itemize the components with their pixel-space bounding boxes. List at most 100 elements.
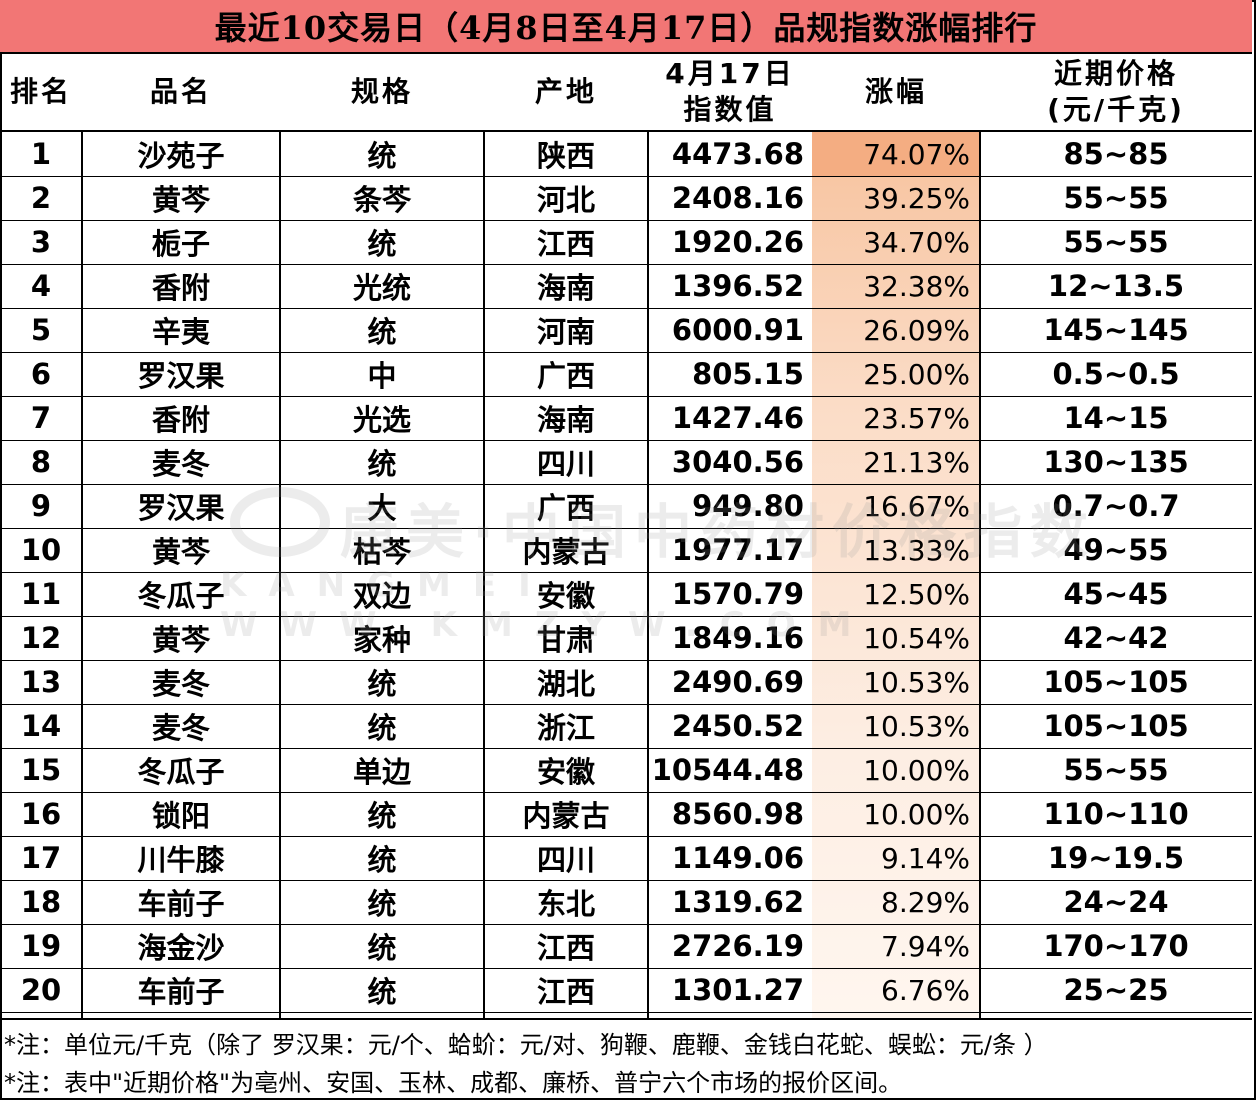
spec-cell: 大 bbox=[367, 491, 397, 525]
name-cell: 黄芩 bbox=[151, 535, 210, 569]
header-index-line1: 4月17日 bbox=[665, 57, 795, 90]
index-value-cell: 1301.27 bbox=[671, 973, 804, 1007]
table-row: 3 栀子 统 江西 1920.26 34.70% 55~55 bbox=[0, 220, 1252, 265]
price-range-cell: 42~42 bbox=[1063, 621, 1169, 655]
name-cell: 栀子 bbox=[151, 227, 210, 261]
rank-cell: 6 bbox=[30, 357, 52, 391]
name-cell: 罗汉果 bbox=[137, 491, 225, 525]
table-row: 10 黄芩 枯芩 内蒙古 1977.17 13.33% 49~55 bbox=[0, 528, 1252, 573]
spec-cell: 统 bbox=[367, 139, 397, 173]
price-range-cell: 85~85 bbox=[1063, 137, 1169, 171]
spec-cell: 统 bbox=[367, 447, 397, 481]
table-row: 12 黄芩 家种 甘肃 1849.16 10.54% 42~42 bbox=[0, 616, 1252, 661]
name-cell: 冬瓜子 bbox=[137, 755, 225, 789]
index-value-cell: 1319.62 bbox=[671, 885, 804, 919]
index-value-cell: 1920.26 bbox=[671, 225, 804, 259]
rank-cell: 18 bbox=[20, 885, 62, 919]
header-price-line1: 近期价格 bbox=[1053, 57, 1178, 90]
header-origin: 产地 bbox=[534, 75, 597, 108]
origin-cell: 江西 bbox=[536, 227, 595, 261]
rank-cell: 4 bbox=[30, 269, 52, 303]
origin-cell: 内蒙古 bbox=[522, 535, 610, 569]
origin-cell: 海南 bbox=[536, 403, 595, 437]
price-range-cell: 145~145 bbox=[1043, 313, 1189, 347]
spec-cell: 统 bbox=[367, 887, 397, 921]
column-divider bbox=[647, 132, 649, 1018]
name-cell: 锁阳 bbox=[151, 799, 210, 833]
rank-cell: 12 bbox=[20, 621, 62, 655]
change-cell: 10.54% bbox=[863, 621, 970, 655]
name-cell: 罗汉果 bbox=[137, 359, 225, 393]
table-row: 6 罗汉果 中 广西 805.15 25.00% 0.5~0.5 bbox=[0, 352, 1252, 397]
origin-cell: 内蒙古 bbox=[522, 799, 610, 833]
rank-cell: 2 bbox=[30, 181, 52, 215]
change-column-highlight bbox=[812, 132, 980, 1018]
change-cell: 13.33% bbox=[863, 533, 970, 567]
spec-cell: 统 bbox=[367, 931, 397, 965]
table-row: 2 黄芩 条芩 河北 2408.16 39.25% 55~55 bbox=[0, 176, 1252, 221]
spec-cell: 枯芩 bbox=[352, 535, 411, 569]
rank-cell: 16 bbox=[20, 797, 62, 831]
table-row: 7 香附 光选 海南 1427.46 23.57% 14~15 bbox=[0, 396, 1252, 441]
index-value-cell: 1396.52 bbox=[671, 269, 804, 303]
origin-cell: 江西 bbox=[536, 931, 595, 965]
note-price-source: *注：表中"近期价格"为亳州、安国、玉林、成都、廉桥、普宁六个市场的报价区间。 bbox=[4, 1068, 903, 1097]
change-cell: 10.00% bbox=[863, 753, 970, 787]
page-title: 最近10交易日（4月8日至4月17日）品规指数涨幅排行 bbox=[0, 0, 1252, 54]
column-divider bbox=[483, 132, 485, 1018]
rank-cell: 8 bbox=[30, 445, 52, 479]
header-change: 涨幅 bbox=[864, 75, 927, 108]
rank-cell: 10 bbox=[20, 533, 62, 567]
spec-cell: 条芩 bbox=[352, 183, 411, 217]
origin-cell: 安徽 bbox=[536, 755, 595, 789]
rank-cell: 17 bbox=[20, 841, 62, 875]
table-row: 5 辛夷 统 河南 6000.91 26.09% 145~145 bbox=[0, 308, 1252, 353]
rank-cell: 9 bbox=[30, 489, 52, 523]
header-divider bbox=[0, 130, 1252, 132]
spec-cell: 统 bbox=[367, 799, 397, 833]
origin-cell: 四川 bbox=[536, 843, 595, 877]
index-value-cell: 2408.16 bbox=[671, 181, 804, 215]
change-cell: 16.67% bbox=[863, 489, 970, 523]
table-row: 19 海金沙 统 江西 2726.19 7.94% 170~170 bbox=[0, 924, 1252, 969]
name-cell: 辛夷 bbox=[151, 315, 210, 349]
spec-cell: 家种 bbox=[352, 623, 411, 657]
price-range-cell: 19~19.5 bbox=[1047, 841, 1185, 875]
index-value-cell: 1977.17 bbox=[671, 533, 804, 567]
header-index-line2: 指数值 bbox=[683, 93, 777, 126]
index-value-cell: 1570.79 bbox=[671, 577, 804, 611]
index-value-cell: 1849.16 bbox=[671, 621, 804, 655]
table-row: 14 麦冬 统 浙江 2450.52 10.53% 105~105 bbox=[0, 704, 1252, 749]
index-value-cell: 4473.68 bbox=[671, 137, 804, 171]
rank-cell: 13 bbox=[20, 665, 62, 699]
index-value-cell: 10544.48 bbox=[651, 753, 804, 787]
rank-cell: 19 bbox=[20, 929, 62, 963]
name-cell: 香附 bbox=[151, 403, 210, 437]
name-cell: 香附 bbox=[151, 271, 210, 305]
change-cell: 10.53% bbox=[863, 709, 970, 743]
rank-cell: 14 bbox=[20, 709, 62, 743]
rank-cell: 15 bbox=[20, 753, 62, 787]
column-divider bbox=[279, 132, 281, 1018]
origin-cell: 陕西 bbox=[536, 139, 595, 173]
origin-cell: 湖北 bbox=[536, 667, 595, 701]
price-range-cell: 170~170 bbox=[1043, 929, 1189, 963]
price-range-cell: 130~135 bbox=[1043, 445, 1189, 479]
origin-cell: 江西 bbox=[536, 975, 595, 1009]
change-cell: 26.09% bbox=[863, 313, 970, 347]
change-cell: 8.29% bbox=[881, 885, 970, 919]
spec-cell: 单边 bbox=[352, 755, 411, 789]
price-range-cell: 0.5~0.5 bbox=[1052, 357, 1180, 391]
table-row: 20 车前子 统 江西 1301.27 6.76% 25~25 bbox=[0, 968, 1252, 1013]
spec-cell: 统 bbox=[367, 227, 397, 261]
change-cell: 7.94% bbox=[881, 929, 970, 963]
top-change-highlight bbox=[812, 132, 980, 176]
name-cell: 麦冬 bbox=[151, 447, 210, 481]
price-range-cell: 105~105 bbox=[1043, 709, 1189, 743]
name-cell: 车前子 bbox=[137, 975, 225, 1009]
header-name: 品名 bbox=[149, 75, 212, 108]
spec-cell: 统 bbox=[367, 667, 397, 701]
price-range-cell: 49~55 bbox=[1063, 533, 1169, 567]
change-cell: 10.53% bbox=[863, 665, 970, 699]
spec-cell: 双边 bbox=[352, 579, 411, 613]
